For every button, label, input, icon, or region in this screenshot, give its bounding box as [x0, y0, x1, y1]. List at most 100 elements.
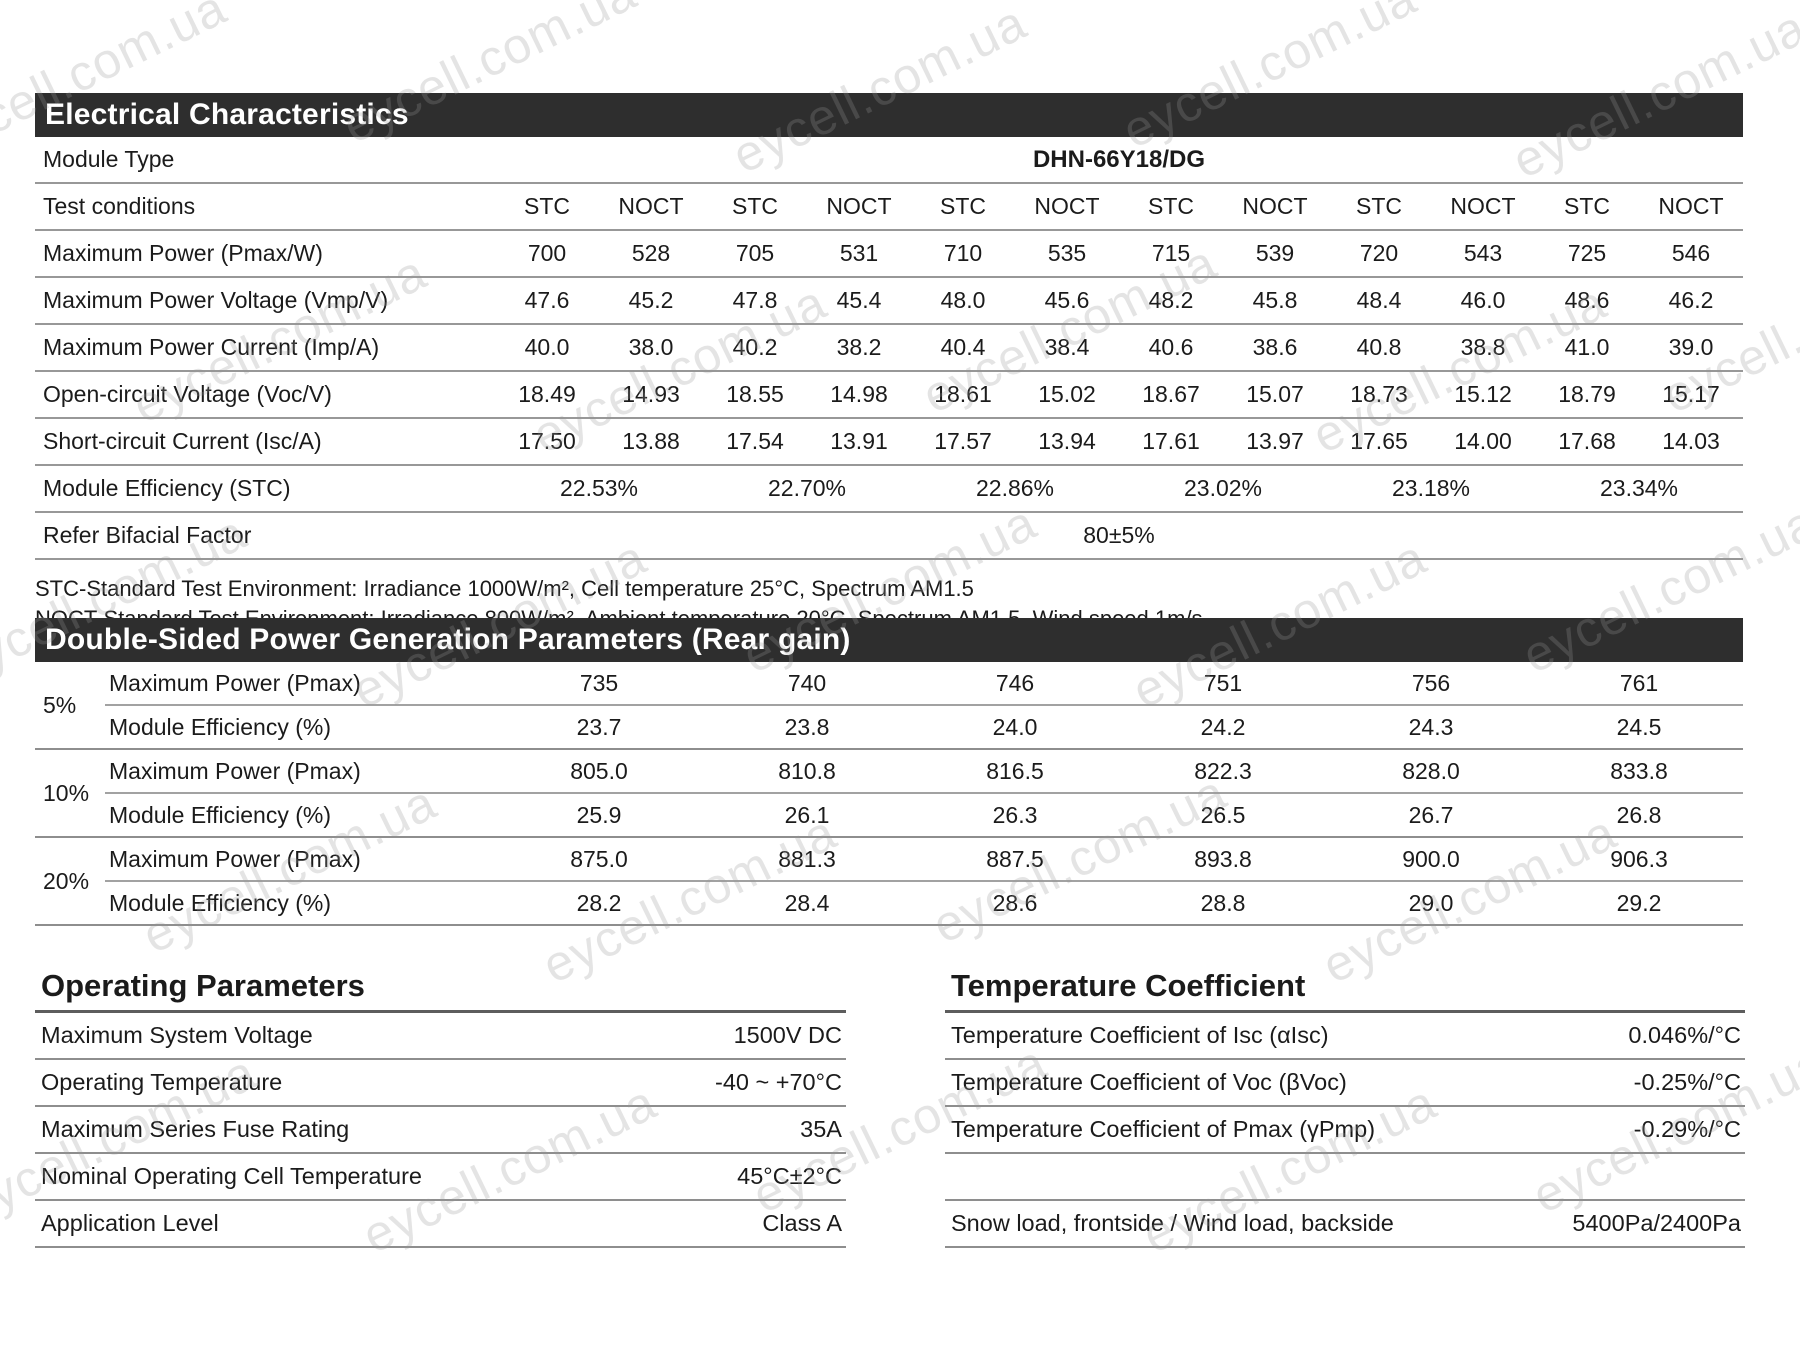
operating-parameters-title: Operating Parameters — [41, 968, 365, 1003]
efficiency-value: 23.7 — [576, 713, 622, 740]
row-label: Maximum Power (Pmax) — [109, 845, 361, 872]
table-row-fuse-rating: Maximum Series Fuse Rating 35A — [35, 1107, 846, 1154]
row-value: Class A — [762, 1210, 842, 1236]
value-pair: 48.6 46.2 — [1535, 287, 1743, 314]
value-pair: 40.4 38.4 — [911, 334, 1119, 361]
value-pair: 40.6 38.6 — [1119, 334, 1327, 361]
pmax-value: 900.0 — [1402, 845, 1460, 872]
bifacial-value: 80±5% — [1083, 522, 1155, 548]
noct-value: 13.97 — [1246, 428, 1304, 454]
pmax-value: 816.5 — [986, 757, 1044, 784]
efficiency-value: 24.0 — [992, 713, 1038, 740]
row-value: 5400Pa/2400Pa — [1572, 1210, 1741, 1236]
efficiency-value: 24.3 — [1408, 713, 1454, 740]
value-pair: 17.50 13.88 — [495, 428, 703, 455]
table-row-pmax-coefficient: Temperature Coefficient of Pmax (γPmp) -… — [945, 1107, 1745, 1154]
noct-value: 15.02 — [1038, 381, 1096, 407]
operating-parameters-table: Maximum System Voltage 1500V DC Operatin… — [35, 1010, 846, 1248]
value-pair: 720 543 — [1327, 240, 1535, 267]
efficiency-value: 23.34% — [1599, 475, 1678, 501]
row-label: Maximum Series Fuse Rating — [41, 1116, 350, 1142]
row-label: Nominal Operating Cell Temperature — [41, 1163, 422, 1189]
rear-gain-group-rows: Maximum Power (Pmax) 875.0 881.3 887.5 8… — [105, 838, 1743, 924]
noct-value: 15.07 — [1246, 381, 1304, 407]
section-header-electrical: Electrical Characteristics — [35, 93, 1743, 137]
temperature-coefficient-section: Temperature Coefficient Temperature Coef… — [945, 968, 1745, 1248]
table-row-system-voltage: Maximum System Voltage 1500V DC — [35, 1013, 846, 1060]
pmax-value: 761 — [1619, 669, 1659, 696]
stc-value: 47.6 — [524, 287, 570, 313]
stc-value: 17.50 — [518, 428, 576, 454]
efficiency-value: 26.5 — [1200, 801, 1246, 828]
pmax-value: 875.0 — [570, 845, 628, 872]
pmax-value: 828.0 — [1402, 757, 1460, 784]
stc-value: 17.54 — [726, 428, 784, 454]
pmax-value: 822.3 — [1194, 757, 1252, 784]
row-label: Refer Bifacial Factor — [43, 522, 252, 548]
stc-value: 17.65 — [1350, 428, 1408, 454]
pmax-value: 810.8 — [778, 757, 836, 784]
stc-header: STC — [940, 193, 986, 219]
stc-value: 48.4 — [1356, 287, 1402, 313]
row-label: Temperature Coefficient of Pmax (γPmp) — [951, 1116, 1376, 1142]
efficiency-value: 24.2 — [1200, 713, 1246, 740]
noct-value: 45.2 — [628, 287, 674, 313]
noct-value: 38.4 — [1044, 334, 1090, 360]
noct-header: NOCT — [618, 193, 684, 219]
pmax-value: 805.0 — [570, 757, 628, 784]
row-label: Module Efficiency (%) — [109, 889, 331, 916]
stc-value: 40.6 — [1148, 334, 1194, 360]
efficiency-value: 28.2 — [576, 889, 622, 916]
table-row-efficiency: Module Efficiency (%) 28.2 28.4 28.6 28.… — [105, 882, 1743, 924]
noct-value: 14.03 — [1662, 428, 1720, 454]
table-row-pmax: Maximum Power (Pmax) 735 740 746 751 756… — [105, 662, 1743, 706]
row-value: 0.046%/°C — [1628, 1022, 1741, 1048]
temperature-coefficient-table: Temperature Coefficient of Isc (αIsc) 0.… — [945, 1010, 1745, 1248]
value-pair: 700 528 — [495, 240, 703, 267]
noct-value: 13.94 — [1038, 428, 1096, 454]
noct-value: 14.98 — [830, 381, 888, 407]
rear-gain-group-20: 20% Maximum Power (Pmax) 875.0 881.3 887… — [35, 838, 1743, 926]
value-pair: 41.0 39.0 — [1535, 334, 1743, 361]
value-pair: 18.49 14.93 — [495, 381, 703, 408]
efficiency-value: 22.53% — [559, 475, 638, 501]
stc-value: 725 — [1567, 240, 1607, 266]
electrical-characteristics-section: Electrical Characteristics Module Type D… — [35, 93, 1743, 634]
efficiency-value: 23.8 — [784, 713, 830, 740]
noct-value: 528 — [631, 240, 671, 266]
row-value: -40 ~ +70°C — [715, 1069, 842, 1095]
row-value: 45°C±2°C — [737, 1163, 842, 1189]
section-header-rear-gain: Double-Sided Power Generation Parameters… — [35, 618, 1743, 662]
efficiency-value: 26.8 — [1616, 801, 1662, 828]
table-row-cell-temperature: Nominal Operating Cell Temperature 45°C±… — [35, 1154, 846, 1201]
stc-value: 700 — [527, 240, 567, 266]
rear-gain-group-5: 5% Maximum Power (Pmax) 735 740 746 751 … — [35, 662, 1743, 750]
gain-percent-label: 10% — [43, 779, 90, 806]
row-label: Maximum Power Current (Imp/A) — [43, 334, 380, 360]
row-value: -0.29%/°C — [1633, 1116, 1741, 1142]
row-value: -0.25%/°C — [1633, 1069, 1741, 1095]
stc-value: 710 — [943, 240, 983, 266]
stc-value: 18.61 — [934, 381, 992, 407]
value-pair: 18.61 15.02 — [911, 381, 1119, 408]
row-label: Module Efficiency (%) — [109, 801, 331, 828]
gain-percent-label: 20% — [43, 867, 90, 894]
table-row-pmax: Maximum Power (Pmax) 805.0 810.8 816.5 8… — [105, 750, 1743, 794]
table-row-module-efficiency: Module Efficiency (STC) 22.53% 22.70% 22… — [35, 466, 1743, 513]
operating-parameters-section: Operating Parameters Maximum System Volt… — [35, 968, 846, 1248]
efficiency-value: 25.9 — [576, 801, 622, 828]
noct-header: NOCT — [1450, 193, 1516, 219]
stc-value: 18.49 — [518, 381, 576, 407]
stc-value: 48.2 — [1148, 287, 1194, 313]
row-label: Module Efficiency (STC) — [43, 475, 291, 501]
table-row-pmax: Maximum Power (Pmax) 875.0 881.3 887.5 8… — [105, 838, 1743, 882]
noct-value: 38.2 — [836, 334, 882, 360]
value-pair: 47.8 45.4 — [703, 287, 911, 314]
stc-value: 48.0 — [940, 287, 986, 313]
value-pair: 17.61 13.97 — [1119, 428, 1327, 455]
stc-value: 41.0 — [1564, 334, 1610, 360]
stc-value: 720 — [1359, 240, 1399, 266]
pmax-value: 740 — [787, 669, 827, 696]
stc-value: 47.8 — [732, 287, 778, 313]
stc-value: 40.8 — [1356, 334, 1402, 360]
